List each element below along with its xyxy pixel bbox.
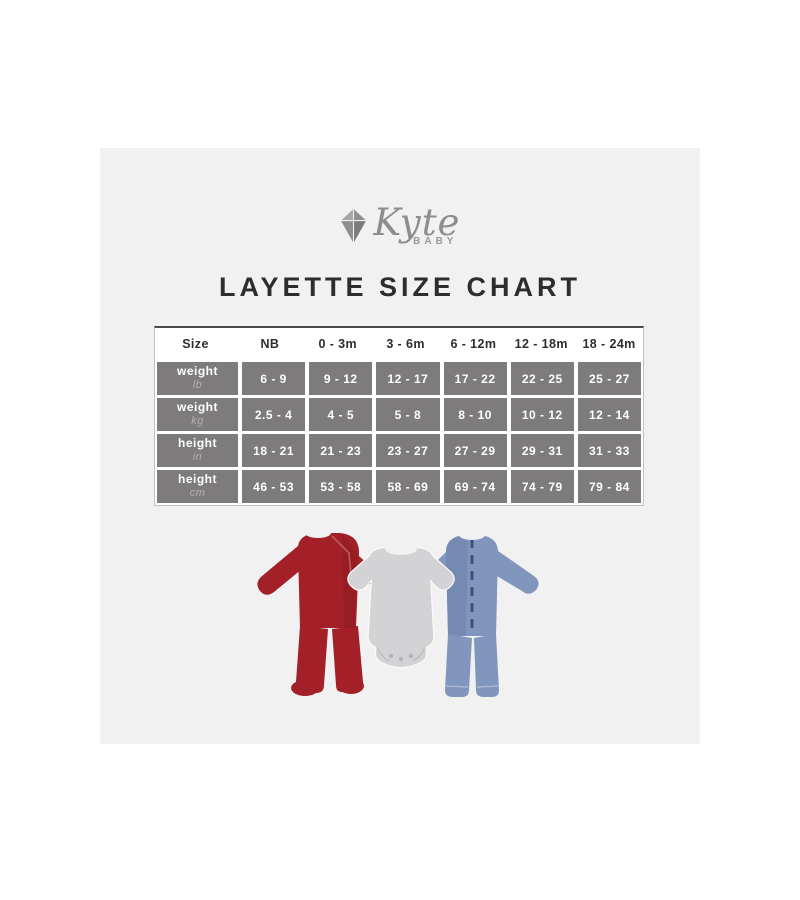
row-unit: kg: [191, 415, 204, 428]
table-cell: 5 - 8: [376, 398, 440, 431]
table-cell: 69 - 74: [443, 470, 507, 503]
row-label: height: [178, 436, 217, 451]
col-header-6-12m: 6 - 12m: [450, 337, 497, 351]
col-header-nb: NB: [260, 337, 280, 351]
col-header-size: Size: [182, 337, 209, 351]
table-cell: 27 - 29: [443, 434, 507, 467]
gray-bodysuit-illustration: [347, 543, 455, 669]
row-unit: cm: [189, 487, 206, 500]
col-header-0-3m: 0 - 3m: [318, 337, 357, 351]
size-chart-card: Kyte BABY LAYETTE SIZE CHART Size NB 0 -…: [100, 148, 700, 744]
brand-name: Kyte: [373, 201, 461, 244]
blue-romper-illustration: [427, 530, 539, 697]
garment-illustrations: [257, 528, 539, 697]
row-unit: lb: [192, 379, 203, 392]
table-cell: 53 - 58: [309, 470, 373, 503]
table-header-row: Size NB 0 - 3m 3 - 6m 6 - 12m 12 - 18m 1…: [155, 328, 643, 360]
table-cell: 2.5 - 4: [242, 398, 306, 431]
col-header-3-6m: 3 - 6m: [386, 337, 425, 351]
table-cell: 29 - 31: [510, 434, 574, 467]
row-label: height: [178, 472, 217, 487]
table-cell: 46 - 53: [242, 470, 306, 503]
size-chart-table: Size NB 0 - 3m 3 - 6m 6 - 12m 12 - 18m 1…: [154, 326, 644, 506]
table-cell: 12 - 17: [376, 362, 440, 395]
table-body: weight lb 6 - 9 9 - 12 12 - 17 17 - 22 2…: [155, 360, 643, 505]
table-cell: 25 - 27: [577, 362, 641, 395]
table-cell: 74 - 79: [510, 470, 574, 503]
table-cell: 23 - 27: [376, 434, 440, 467]
brand-subtitle: BABY: [413, 236, 458, 247]
table-cell: 8 - 10: [443, 398, 507, 431]
table-cell: 6 - 9: [242, 362, 306, 395]
row-label-height-in: height in: [157, 434, 238, 467]
table-cell: 58 - 69: [376, 470, 440, 503]
table-cell: 12 - 14: [577, 398, 641, 431]
red-footie-illustration: [257, 528, 376, 696]
brand-logo: Kyte BABY: [100, 204, 700, 247]
col-header-18-24m: 18 - 24m: [582, 337, 636, 351]
row-label-weight-kg: weight kg: [157, 398, 238, 431]
row-unit: in: [192, 451, 203, 464]
kite-icon: [340, 208, 366, 243]
col-header-12-18m: 12 - 18m: [514, 337, 568, 351]
table-cell: 18 - 21: [242, 434, 306, 467]
row-label-weight-lb: weight lb: [157, 362, 238, 395]
table-cell: 17 - 22: [443, 362, 507, 395]
table-cell: 21 - 23: [309, 434, 373, 467]
row-label: weight: [177, 364, 218, 379]
table-cell: 10 - 12: [510, 398, 574, 431]
row-label-height-cm: height cm: [157, 470, 238, 503]
page-title: LAYETTE SIZE CHART: [218, 272, 582, 302]
brand-wordmark: Kyte BABY: [374, 204, 461, 247]
table-cell: 9 - 12: [309, 362, 373, 395]
table-cell: 79 - 84: [577, 470, 641, 503]
table-cell: 4 - 5: [309, 398, 373, 431]
row-label: weight: [177, 400, 218, 415]
table-cell: 22 - 25: [510, 362, 574, 395]
table-cell: 31 - 33: [577, 434, 641, 467]
